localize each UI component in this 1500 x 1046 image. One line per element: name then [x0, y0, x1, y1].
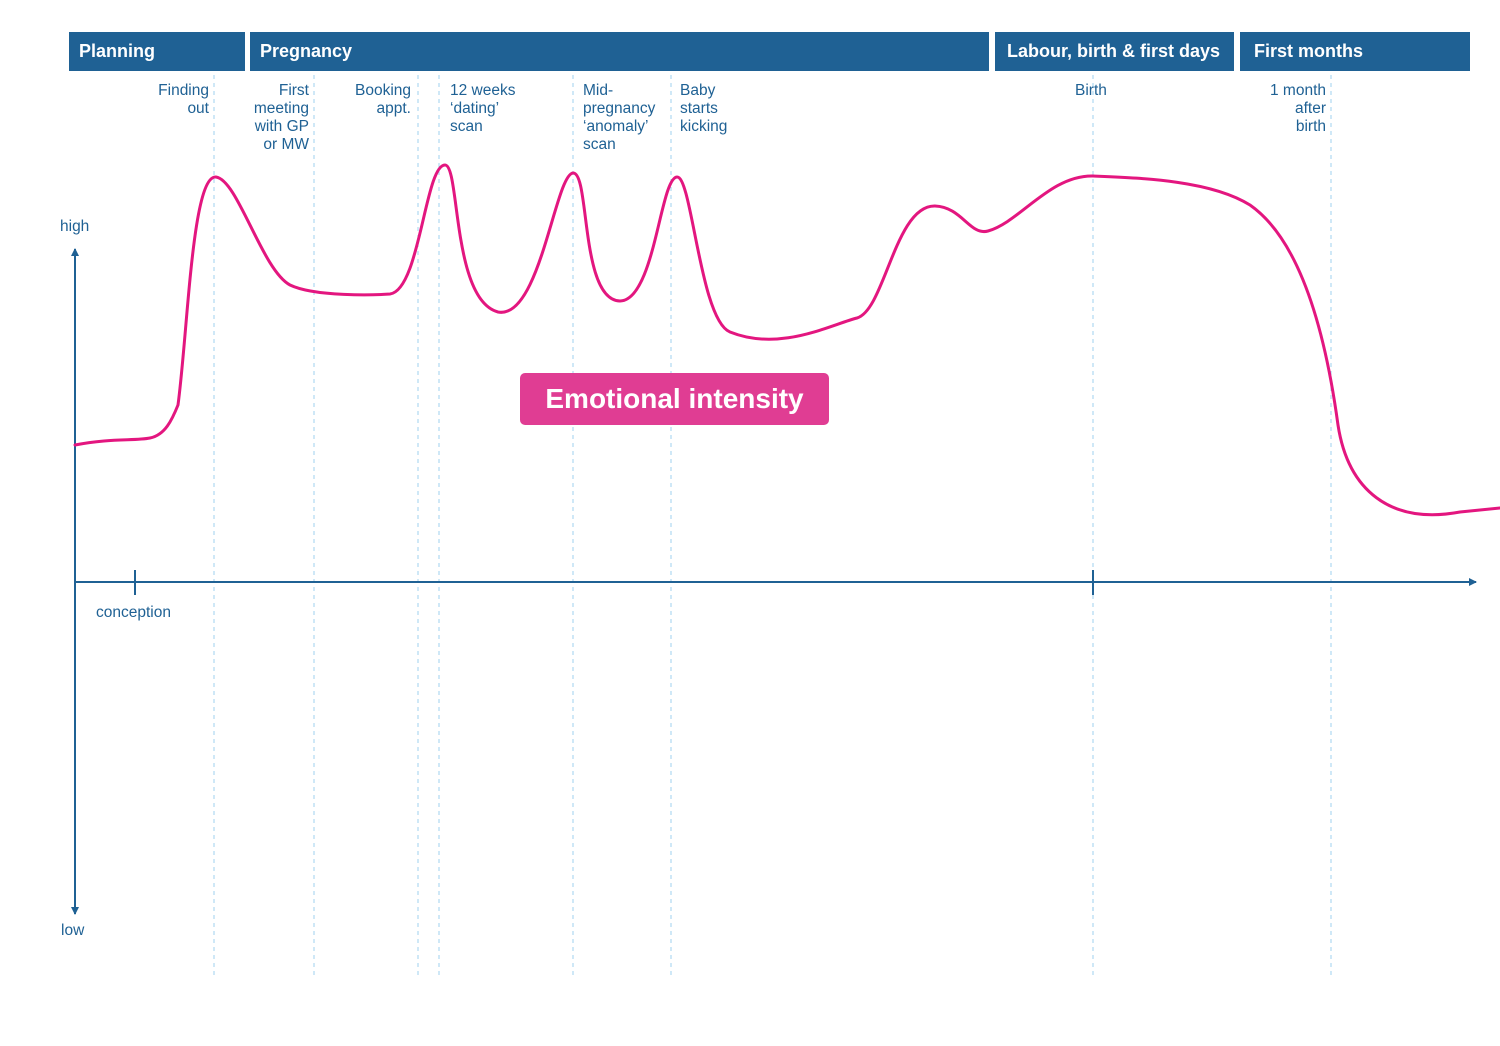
y-axis-low-label: low [61, 922, 85, 939]
milestone-dating-scan: 12 weeks ‘dating’ scan [450, 82, 516, 135]
milestone-birth: Birth [1075, 82, 1107, 99]
series-label-emotional-intensity: Emotional intensity [520, 373, 829, 425]
phase-planning: Planning [69, 32, 245, 71]
x-axis-conception-label: conception [96, 604, 171, 621]
milestone-first-meeting: First meeting with GP or MW [253, 82, 309, 153]
milestone-anomaly-scan: Mid- pregnancy ‘anomaly’ scan [583, 82, 656, 153]
phase-labour-birth: Labour, birth & first days [995, 32, 1234, 71]
milestone-booking: Booking appt. [354, 82, 411, 117]
milestone-finding-out: Finding out [158, 82, 209, 117]
y-axis-high-label: high [60, 218, 90, 235]
phase-pregnancy: Pregnancy [250, 32, 989, 71]
phase-first-months: First months [1240, 32, 1470, 71]
milestone-one-month: 1 month after birth [1269, 82, 1326, 135]
emotional-intensity-curve [73, 163, 1500, 517]
milestone-kicking: Baby starts kicking [680, 82, 728, 135]
milestone-guide-lines [213, 75, 1332, 975]
